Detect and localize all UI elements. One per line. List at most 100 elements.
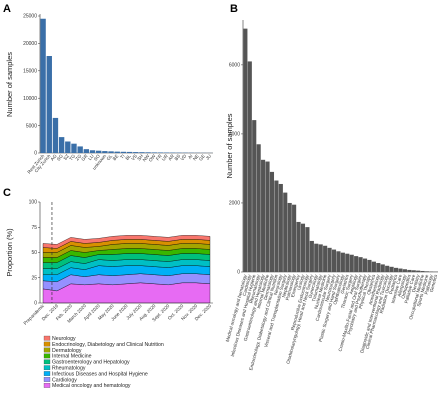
chart-b-bar xyxy=(429,271,434,272)
chart-b-bar xyxy=(256,144,261,272)
chart-a-x-tick-label: AI xyxy=(187,153,194,160)
chart-b-x-tick-label: Angiology xyxy=(348,273,358,294)
chart-a-y-tick-label: 10000 xyxy=(23,96,37,102)
chart-c-y-tick-label: 100 xyxy=(29,200,38,206)
chart-a-x-tick-label: FR xyxy=(155,153,163,161)
chart-c-legend-swatch xyxy=(43,383,51,388)
chart-a-x-tick-label: SH xyxy=(136,153,144,161)
chart-a-y-label: Number of samples xyxy=(5,52,14,117)
chart-b-bar xyxy=(243,28,248,272)
chart-a-bar xyxy=(139,152,145,153)
chart-b-bar xyxy=(393,267,399,272)
chart-c-y-label: Proportion (%) xyxy=(5,228,14,277)
chart-b-x-tick-label: Neurology xyxy=(273,273,283,295)
chart-a-bar xyxy=(52,117,59,153)
chart-a-x-tick-label: GL xyxy=(106,153,114,161)
chart-a-x-tick-label: VD xyxy=(180,153,188,162)
chart-b-bar xyxy=(389,266,394,272)
chart-b-y-tick-label: 6000 xyxy=(229,63,240,69)
chart-a-bar xyxy=(151,152,157,153)
chart-a-y-tick-label: 0 xyxy=(34,151,37,157)
chart-b-bar xyxy=(252,120,257,272)
chart-a-bar xyxy=(83,149,90,153)
chart-a-x-tick-label: UR xyxy=(161,153,170,162)
chart-b-bar xyxy=(331,249,337,272)
chart-c-legend-swatch xyxy=(43,377,51,382)
chart-c-legend-label: Infectious Diseases and Hospital Hygiene xyxy=(52,371,148,377)
chart-c-y-tick-label: 0 xyxy=(34,301,37,307)
chart-b-bar xyxy=(300,223,306,272)
chart-a-bar xyxy=(114,151,120,153)
chart-b-bar xyxy=(367,259,372,272)
chart-c-legend-label: Gastroenterology and Hepatology xyxy=(52,360,130,366)
chart-a-bar xyxy=(46,56,52,154)
chart-c-y-tick-label: 50 xyxy=(31,250,37,256)
chart-b-bar xyxy=(309,240,314,272)
chart-b-bar xyxy=(425,271,430,272)
chart-a-x-tick-label: SO xyxy=(93,153,101,162)
chart-b-bar xyxy=(358,257,363,272)
chart-a-x-tick-label: JU xyxy=(205,153,212,161)
chart-c-y-tick-label: 75 xyxy=(31,225,37,231)
chart-a-bar xyxy=(58,137,65,153)
chart-b-bar xyxy=(247,61,252,273)
chart-a-x-tick-label: GE xyxy=(198,153,206,161)
chart-b-x-tick-label: Nephrology xyxy=(281,273,292,298)
chart-c-legend-swatch xyxy=(43,335,51,341)
chart-b-bar xyxy=(371,261,376,272)
chart-b-x-tick-label: Cardiology xyxy=(242,273,253,296)
chart-c-legend-swatch xyxy=(43,371,51,376)
chart-b-bar xyxy=(385,265,390,272)
chart-c-area xyxy=(42,235,211,249)
chart-c: Proportion (%) 0255075100PrepandemicDec.… xyxy=(5,200,213,389)
chart-b-bar xyxy=(340,252,345,272)
chart-a: Number of samples 0 5000 10000 15000 20000 25… xyxy=(5,14,213,175)
chart-a-x-tick-label: SG xyxy=(56,153,64,162)
chart-a-y-tick-label: 25000 xyxy=(23,14,37,20)
chart-a-bar xyxy=(65,141,71,153)
chart-a-bar xyxy=(120,151,127,153)
chart-a-x-tick-label: LU xyxy=(87,153,95,161)
chart-a-bar xyxy=(71,143,77,153)
chart-a-y-tick-label: 15000 xyxy=(23,69,37,75)
chart-c-legend-label: Rheumatology xyxy=(52,366,86,372)
chart-b-bar xyxy=(398,268,403,272)
chart-c-area xyxy=(42,282,211,304)
chart-b-bar xyxy=(402,269,407,272)
chart-b-bar xyxy=(407,269,412,272)
chart-c-legend-swatch xyxy=(43,353,51,359)
chart-a-bar xyxy=(145,152,151,153)
chart-a-bar xyxy=(102,151,108,153)
chart-b-bar xyxy=(265,161,270,272)
chart-b-x-tick-label: Gynecology xyxy=(307,273,318,298)
chart-b-x-tick-label: Emergency xyxy=(290,273,301,297)
chart-a-bar xyxy=(133,152,139,153)
chart-b-bar xyxy=(314,243,319,272)
chart-b-bar xyxy=(287,202,292,272)
chart-a-x-tick-label: NW xyxy=(142,153,151,163)
chart-c-legend-label: Cardiology xyxy=(52,377,77,383)
chart-b-y-tick-label: 0 xyxy=(237,270,240,276)
chart-b-x-tick-label: Pulmonology xyxy=(285,273,297,301)
chart-a-x-tick-label: BL xyxy=(124,153,132,161)
chart-a-x-tick-label: GR xyxy=(80,153,89,162)
chart-b-x-tick-label: Genetics xyxy=(429,273,439,292)
chart-b-bar xyxy=(318,244,323,272)
chart-b-bar xyxy=(296,221,301,272)
chart-a-bar xyxy=(157,152,164,153)
chart-b-x-tick-label: Geriatrics xyxy=(340,273,350,294)
chart-b-y-tick-label: 4000 xyxy=(229,132,240,138)
chart-b-bar xyxy=(323,245,328,272)
chart-c-legend-swatch xyxy=(43,359,51,365)
chart-a-bar xyxy=(77,146,83,153)
chart-a-bar xyxy=(126,151,133,153)
chart-c-legend-label: Neurology xyxy=(52,336,76,342)
chart-c-legend-label: Internal Medicine xyxy=(52,354,92,360)
chart-b-bar xyxy=(376,263,381,272)
chart-c-legend-swatch xyxy=(43,365,51,371)
chart-a-x-tick-label: ZG xyxy=(74,153,82,161)
chart-b-x-tick-label: Allergology xyxy=(397,273,408,297)
chart-a-y-tick-label: 5000 xyxy=(26,123,37,129)
chart-b-x-tick-label: Orthopedics xyxy=(400,273,411,299)
